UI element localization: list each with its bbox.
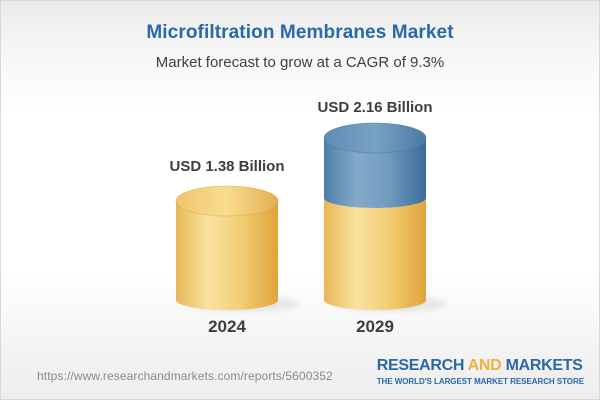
logo-tagline: THE WORLD'S LARGEST MARKET RESEARCH STOR… bbox=[376, 376, 584, 386]
logo-word-and: AND bbox=[467, 357, 502, 374]
bar-segment-2029-gold bbox=[324, 198, 426, 310]
logo-wordmark: RESEARCH AND MARKETS bbox=[377, 357, 584, 375]
logo-word-research: RESEARCH bbox=[376, 357, 465, 374]
year-label-2029: 2029 bbox=[356, 317, 394, 336]
bar-cap-2029 bbox=[323, 122, 427, 154]
research-and-markets-logo: RESEARCH AND MARKETS THE WORLD'S LARGEST… bbox=[377, 357, 584, 386]
page-subtitle: Market forecast to grow at a CAGR of 9.3… bbox=[155, 54, 445, 71]
year-label-2024: 2024 bbox=[208, 317, 246, 336]
bar-cap-2024 bbox=[175, 185, 279, 217]
value-label-2029: USD 2.16 Billion bbox=[317, 99, 433, 116]
bar-segment-2024-gold bbox=[176, 201, 278, 310]
value-label-2024: USD 1.38 Billion bbox=[169, 158, 285, 175]
header: Microfiltration Membranes Market Market … bbox=[1, 22, 599, 71]
page-title: Microfiltration Membranes Market bbox=[146, 22, 454, 43]
report-url: https://www.researchandmarkets.com/repor… bbox=[37, 369, 333, 383]
logo-word-markets: MARKETS bbox=[505, 357, 583, 374]
bar-segment-2029-blue bbox=[324, 138, 426, 208]
